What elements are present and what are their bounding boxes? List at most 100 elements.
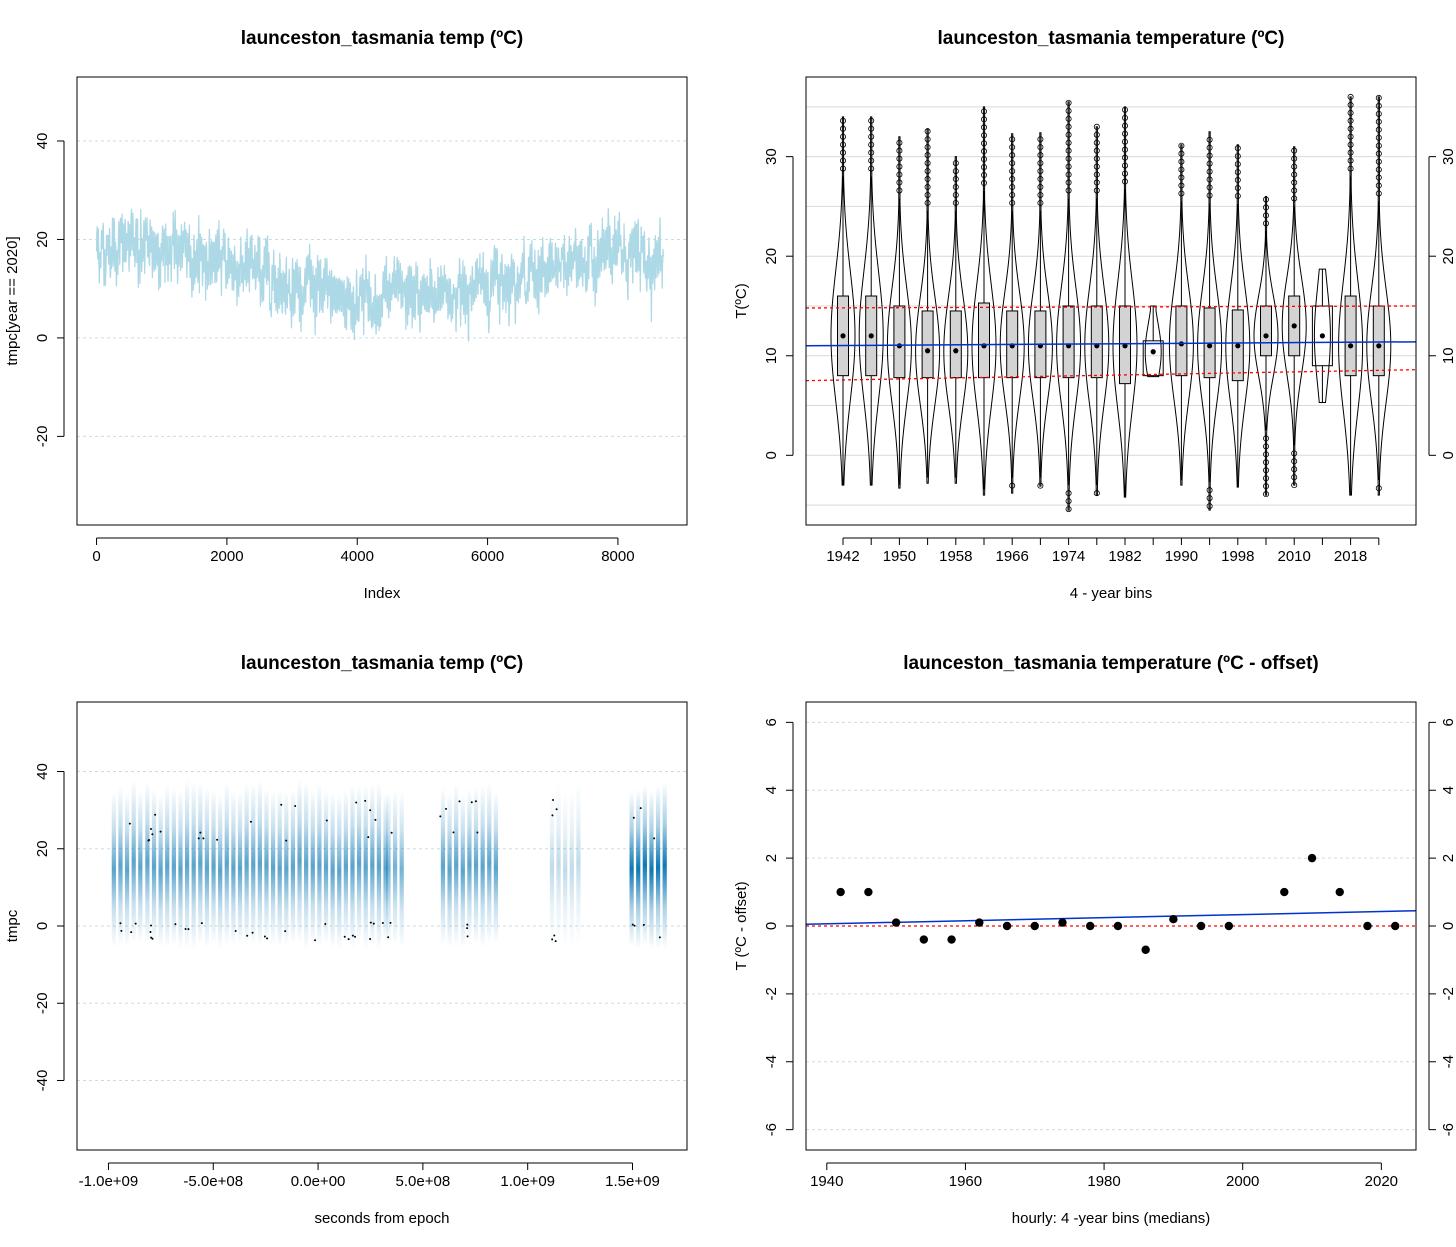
outlier — [1347, 141, 1354, 148]
density-year — [165, 784, 170, 948]
outlier — [924, 184, 931, 191]
median-point — [1086, 921, 1095, 931]
outlier — [981, 148, 988, 155]
density-year — [198, 781, 203, 944]
median-marker — [1122, 343, 1128, 349]
y-tick-label: 6 — [1440, 718, 1456, 726]
outlier — [1375, 182, 1382, 189]
outlier — [868, 117, 875, 124]
outlier — [1263, 435, 1270, 442]
panel-density-epoch: launceston_tasmania temp (ºC) -1.0e+09 -5… — [4, 653, 688, 1227]
extreme-point — [374, 818, 377, 821]
density-year — [655, 785, 661, 949]
outlier — [896, 139, 903, 146]
y-axis: -40 -20 0 20 40 — [34, 763, 65, 1092]
density-year — [440, 787, 446, 945]
outlier — [1178, 142, 1185, 149]
outlier — [868, 165, 875, 172]
outlier — [840, 149, 847, 156]
violin — [858, 116, 884, 486]
outlier — [1065, 171, 1072, 178]
outlier — [1093, 187, 1100, 194]
median-point — [947, 935, 956, 944]
y-tick-label: -40 — [34, 1070, 51, 1092]
outlier — [981, 140, 988, 147]
box — [1062, 305, 1075, 379]
x-tick-label: 1982 — [1108, 548, 1141, 565]
outlier — [1037, 144, 1044, 151]
outlier — [1234, 153, 1241, 160]
y-tick-label: -4 — [1440, 1055, 1456, 1068]
outlier — [1065, 163, 1072, 170]
density-year — [399, 791, 404, 948]
violin — [971, 106, 997, 496]
y-tick-label: 4 — [763, 786, 780, 794]
x-tick-label: 1958 — [939, 548, 972, 565]
extreme-point — [147, 839, 150, 842]
density-year — [323, 790, 329, 944]
outlier — [1037, 136, 1044, 143]
outlier — [1065, 147, 1072, 154]
outlier — [1206, 136, 1213, 143]
outlier — [981, 124, 988, 131]
extreme-point — [369, 937, 372, 940]
median-point — [1169, 915, 1178, 924]
extreme-point — [150, 936, 153, 939]
extreme-point — [470, 801, 473, 804]
temperature-line — [95, 208, 664, 342]
outlier — [1009, 482, 1016, 489]
y-axis-label: T(ºC) — [733, 283, 750, 318]
density-year — [158, 794, 163, 948]
chart-title: launceston_tasmania temperature (ºC) — [938, 28, 1285, 49]
outlier — [1291, 163, 1298, 170]
density-series — [111, 779, 667, 950]
x-tick-label: 1942 — [826, 548, 859, 565]
y-axis: -6 -4 -2 0 2 4 6 — [763, 718, 794, 1136]
outlier — [896, 187, 903, 194]
bin-1950 — [886, 136, 912, 489]
outlier — [840, 117, 847, 124]
median-point — [1224, 921, 1234, 931]
violin — [1225, 144, 1251, 488]
density-year — [376, 782, 382, 950]
outlier — [1206, 503, 1213, 510]
median-point — [1030, 921, 1039, 931]
outlier — [1009, 160, 1016, 167]
outlier — [981, 132, 988, 139]
outlier — [1291, 458, 1298, 465]
outlier — [1065, 139, 1072, 146]
density-year — [576, 780, 581, 945]
outlier — [1093, 139, 1100, 146]
x-axis-label: 4 - year bins — [1070, 585, 1153, 602]
x-tick-label: 1974 — [1052, 548, 1085, 565]
box — [1372, 305, 1385, 377]
outlier — [1263, 451, 1270, 458]
x-tick-label: 2000 — [1226, 1173, 1259, 1190]
outlier — [952, 176, 959, 183]
outlier — [840, 157, 847, 164]
density-year — [392, 788, 398, 946]
outlier — [840, 141, 847, 148]
violin — [943, 156, 969, 484]
outlier — [1375, 102, 1382, 109]
extreme-point — [343, 935, 346, 938]
outlier — [1037, 199, 1044, 206]
outlier — [868, 157, 875, 164]
extreme-point — [458, 800, 461, 803]
median-point — [1002, 921, 1012, 931]
x-tick-label: 1980 — [1087, 1173, 1120, 1190]
outlier — [1065, 155, 1072, 162]
median-marker — [868, 333, 874, 339]
median-point — [1280, 887, 1289, 897]
outlier — [1263, 220, 1270, 227]
outlier — [1178, 150, 1185, 157]
y-tick-label: 10 — [763, 347, 780, 364]
extreme-point — [119, 922, 122, 925]
outlier — [868, 141, 875, 148]
outlier — [1375, 110, 1382, 117]
outlier — [1178, 190, 1185, 197]
outlier — [981, 116, 988, 123]
outlier — [1093, 490, 1100, 497]
y-tick-label: 2 — [1440, 854, 1456, 862]
density-year — [467, 788, 472, 942]
